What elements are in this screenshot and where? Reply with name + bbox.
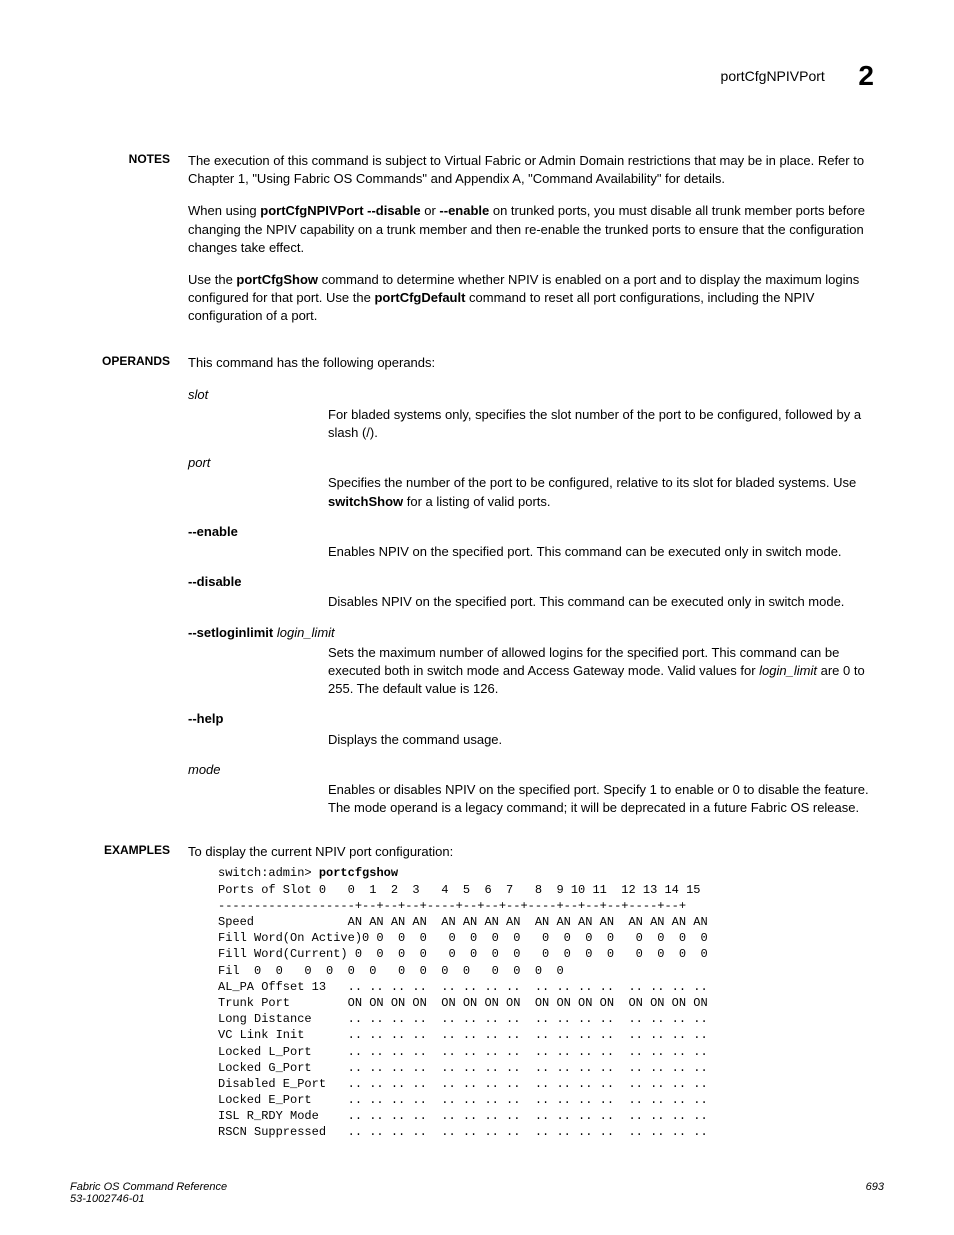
header-title: portCfgNPIVPort	[721, 68, 825, 84]
cmd-ref: portCfgShow	[236, 272, 318, 287]
operand-name: mode	[188, 761, 884, 779]
footer-page-number: 693	[866, 1181, 884, 1205]
page-header: portCfgNPIVPort 2	[70, 60, 884, 92]
arg-ref: login_limit	[759, 663, 817, 678]
terminal-command: portcfgshow	[319, 866, 398, 880]
operand-desc: Specifies the number of the port to be c…	[328, 474, 884, 510]
text: or	[421, 203, 440, 218]
operand-name: --setloginlimit login_limit	[188, 624, 884, 642]
operand-name: --disable	[188, 573, 884, 591]
cmd-ref: --enable	[439, 203, 489, 218]
text: Use the	[188, 272, 236, 287]
header-chapter-number: 2	[858, 60, 874, 92]
page: portCfgNPIVPort 2 NOTES The execution of…	[0, 0, 954, 1235]
text: for a listing of valid ports.	[403, 494, 550, 509]
operand-disable: --disable Disables NPIV on the specified…	[188, 573, 884, 611]
notes-label: NOTES	[70, 152, 188, 340]
terminal-output: switch:admin> portcfgshow Ports of Slot …	[218, 865, 884, 1140]
notes-para-2: When using portCfgNPIVPort --disable or …	[188, 202, 884, 257]
cmd-ref: portCfgDefault	[374, 290, 465, 305]
operand-help: --help Displays the command usage.	[188, 710, 884, 748]
operand-name: port	[188, 454, 884, 472]
prompt: switch:admin>	[218, 866, 319, 880]
cmd-ref: portCfgNPIVPort --disable	[260, 203, 420, 218]
footer-doc-title: Fabric OS Command Reference	[70, 1181, 227, 1193]
operand-desc: Enables NPIV on the specified port. This…	[328, 543, 884, 561]
notes-para-1: The execution of this command is subject…	[188, 152, 884, 188]
operands-body: This command has the following operands:…	[188, 354, 884, 830]
cmd-ref: switchShow	[328, 494, 403, 509]
operand-desc: Disables NPIV on the specified port. Thi…	[328, 593, 884, 611]
operand-name: --enable	[188, 523, 884, 541]
operands-intro: This command has the following operands:	[188, 354, 884, 372]
operand-name-arg: login_limit	[277, 625, 335, 640]
footer-left: Fabric OS Command Reference 53-1002746-0…	[70, 1181, 227, 1205]
text: When using	[188, 203, 260, 218]
operand-name: --help	[188, 710, 884, 728]
terminal-text: Ports of Slot 0 0 1 2 3 4 5 6 7 8 9 10 1…	[218, 883, 708, 1140]
notes-body: The execution of this command is subject…	[188, 152, 884, 340]
operand-enable: --enable Enables NPIV on the specified p…	[188, 523, 884, 561]
operands-label: OPERANDS	[70, 354, 188, 830]
operand-desc: Enables or disables NPIV on the specifie…	[328, 781, 884, 817]
operand-name-bold: --setloginlimit	[188, 625, 277, 640]
examples-intro: To display the current NPIV port configu…	[188, 843, 884, 861]
operand-slot: slot For bladed systems only, specifies …	[188, 386, 884, 443]
operand-name: slot	[188, 386, 884, 404]
examples-body: To display the current NPIV port configu…	[188, 843, 884, 1140]
operand-setloginlimit: --setloginlimit login_limit Sets the max…	[188, 624, 884, 699]
text: Disables NPIV on the specified port. Thi…	[328, 594, 844, 609]
text: For bladed systems only, specifies the s…	[328, 407, 861, 440]
text: Enables or disables NPIV on the specifie…	[328, 782, 869, 815]
footer-doc-number: 53-1002746-01	[70, 1193, 227, 1205]
examples-label: EXAMPLES	[70, 843, 188, 1140]
operand-desc: Displays the command usage.	[328, 731, 884, 749]
notes-section: NOTES The execution of this command is s…	[70, 152, 884, 340]
page-footer: Fabric OS Command Reference 53-1002746-0…	[70, 1181, 884, 1205]
operand-port: port Specifies the number of the port to…	[188, 454, 884, 511]
examples-section: EXAMPLES To display the current NPIV por…	[70, 843, 884, 1140]
notes-para-3: Use the portCfgShow command to determine…	[188, 271, 884, 326]
operands-section: OPERANDS This command has the following …	[70, 354, 884, 830]
operand-mode: mode Enables or disables NPIV on the spe…	[188, 761, 884, 818]
operand-desc: Sets the maximum number of allowed login…	[328, 644, 884, 699]
text: Specifies the number of the port to be c…	[328, 475, 856, 490]
text: Enables NPIV on the specified port. This…	[328, 544, 842, 559]
text: Displays the command usage.	[328, 732, 502, 747]
text: The execution of this command is subject…	[188, 153, 864, 186]
operand-desc: For bladed systems only, specifies the s…	[328, 406, 884, 442]
